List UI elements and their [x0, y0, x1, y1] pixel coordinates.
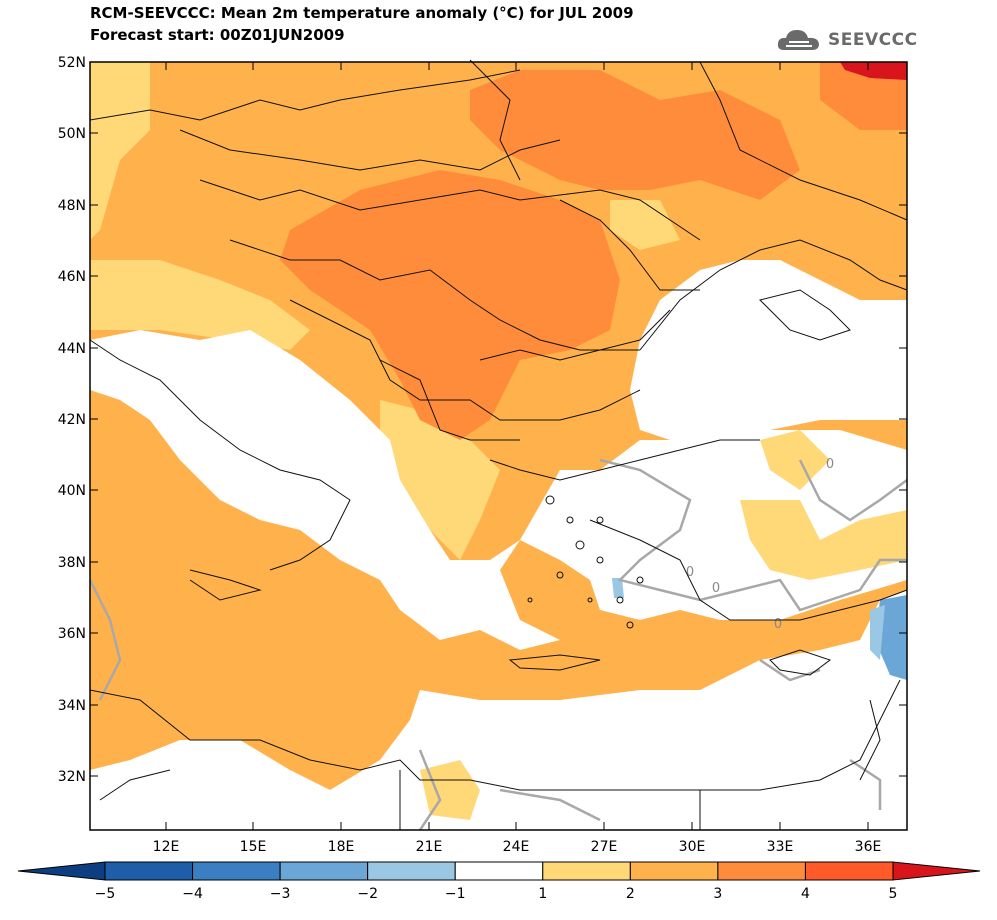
anomaly-1-2-libya-west — [90, 700, 160, 770]
anomaly-3-4-central — [280, 170, 620, 440]
colorbar: −5 −4 −3 −2 −1 1 2 3 4 5 — [17, 861, 981, 902]
anomaly-1-2-libya-east — [420, 760, 480, 820]
colorbar-under-triangle — [17, 861, 106, 881]
map-title: RCM-SEEVCCC: Mean 2m temperature anomaly… — [90, 4, 634, 22]
lat-label: 52N — [58, 55, 86, 71]
map-plot-area: 0 0 0 0 — [88, 59, 908, 831]
forecast-start: Forecast start: 00Z01JUN2009 — [90, 26, 345, 44]
colorbar-tick-label: 3 — [713, 886, 722, 902]
contour-label: 0 — [774, 617, 782, 632]
lat-label: 32N — [58, 769, 86, 785]
islands — [527, 495, 644, 629]
colorbar-segment — [279, 861, 369, 881]
colorbar-segment — [454, 861, 544, 881]
lat-label: 42N — [58, 412, 86, 428]
lon-label: 36E — [855, 839, 882, 855]
colorbar-tick-label: 5 — [889, 886, 898, 902]
lon-label: 33E — [767, 839, 794, 855]
colorbar-tick-label: 4 — [801, 886, 810, 902]
anomaly-1-2-ukraine — [610, 200, 680, 250]
anomaly-neg-levant-light — [870, 605, 885, 660]
anomaly-1-2-turkey — [740, 500, 907, 580]
lat-label: 50N — [58, 126, 86, 142]
adriatic-tyrrhenian-sea — [90, 330, 907, 830]
anomaly-neg-aegean — [612, 578, 624, 598]
lat-label: 36N — [58, 626, 86, 642]
colorbar-segment — [192, 861, 281, 881]
colorbar-segment — [804, 861, 894, 881]
lat-label: 34N — [58, 698, 86, 714]
lon-label: 21E — [416, 839, 443, 855]
lat-label: 46N — [58, 269, 86, 285]
zero-contour-labels: 0 0 0 0 — [686, 457, 834, 632]
lon-label: 15E — [240, 839, 267, 855]
contour-label: 0 — [686, 565, 694, 580]
colorbar-tick-label: 2 — [626, 886, 635, 902]
boundaries — [89, 59, 908, 830]
lat-label: 48N — [58, 198, 86, 214]
colorbar-tick-label: −1 — [445, 886, 466, 902]
colorbar-over-triangle — [892, 861, 981, 881]
lat-label: 44N — [58, 341, 86, 357]
colorbar-tick-label: −3 — [270, 886, 291, 902]
anomaly-3-4-ne — [820, 62, 907, 130]
colorbar-segment — [542, 861, 631, 881]
lat-label: 38N — [58, 555, 86, 571]
contour-label: 0 — [826, 457, 834, 472]
map-frame — [89, 61, 908, 831]
contour-label: 0 — [712, 581, 720, 596]
lon-label: 24E — [503, 839, 530, 855]
map-axes: 12E 15E 18E 21E 24E 27E 30E 33E 36E 52N 50N 48N 46N 4… — [58, 55, 907, 855]
anomaly-1-2-west — [90, 62, 150, 240]
colorbar-segment — [629, 861, 719, 881]
anomaly-1-2-turkey-north — [760, 430, 830, 490]
anomaly-3-4-north — [470, 70, 800, 200]
anomaly-1-2-alps — [90, 260, 310, 350]
logo-text: SEEVCCC — [828, 30, 918, 50]
cloud-icon — [777, 30, 819, 50]
colorbar-segment — [104, 861, 194, 881]
colorbar-segment — [367, 861, 456, 881]
lon-label: 18E — [328, 839, 355, 855]
lat-label: 40N — [58, 483, 86, 499]
anomaly-gt5-ne — [840, 62, 907, 80]
colorbar-tick-label: −4 — [182, 886, 203, 902]
lon-label: 12E — [153, 839, 180, 855]
colorbar-segment — [717, 861, 806, 881]
colorbar-tick-label: −2 — [357, 886, 378, 902]
colorbar-tick-label: −5 — [95, 886, 116, 902]
seevccc-logo: SEEVCCC — [776, 26, 918, 54]
colorbar-tick-label: 1 — [538, 886, 547, 902]
lon-label: 30E — [679, 839, 706, 855]
black-sea — [630, 260, 907, 440]
lon-label: 27E — [591, 839, 618, 855]
